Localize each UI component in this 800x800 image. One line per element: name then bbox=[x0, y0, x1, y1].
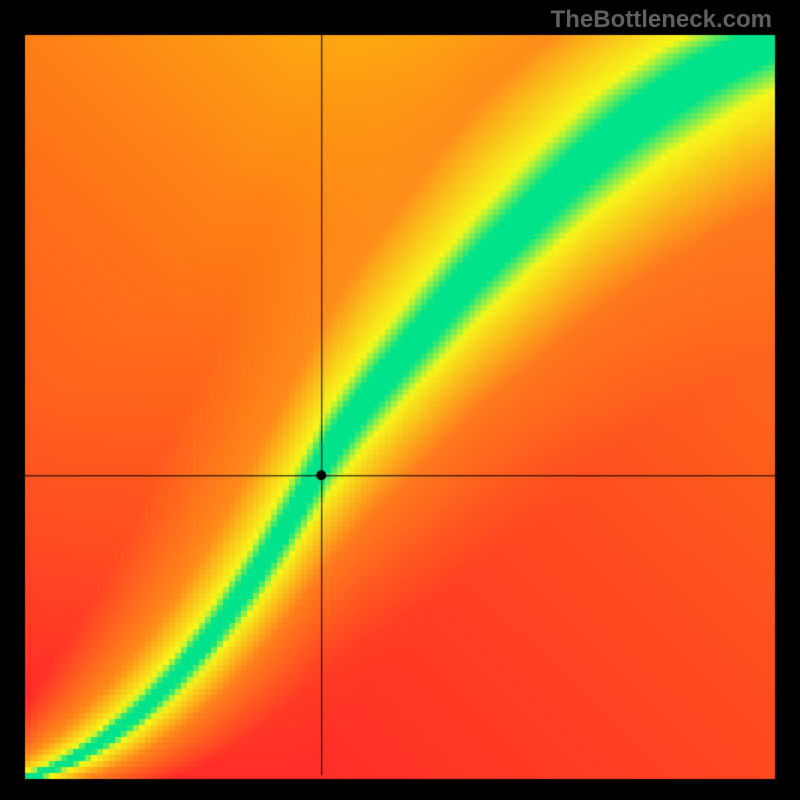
watermark-text: TheBottleneck.com bbox=[551, 6, 772, 34]
bottleneck-heatmap: TheBottleneck.com bbox=[0, 0, 800, 800]
heatmap-canvas bbox=[0, 0, 800, 800]
